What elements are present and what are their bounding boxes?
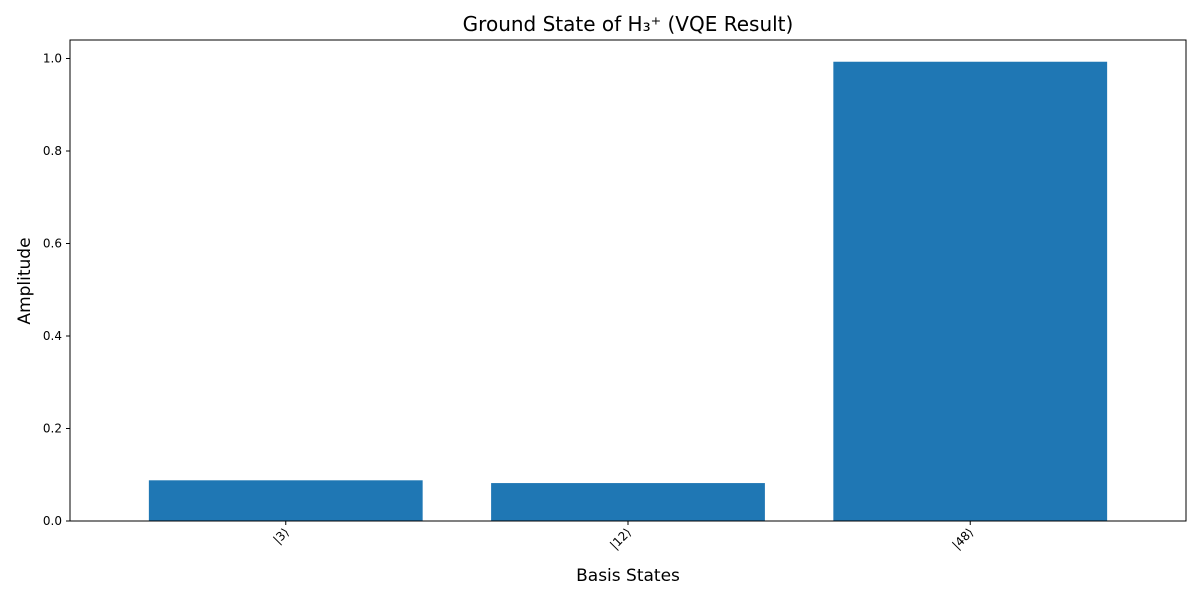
y-tick-label-3: 0.6 — [43, 237, 62, 251]
x-tick-label-0: |3⟩ — [270, 525, 291, 546]
y-tick-label-2: 0.4 — [43, 329, 62, 343]
bar-2 — [833, 61, 1108, 522]
x-axis-label: Basis States — [576, 566, 680, 586]
bar-0 — [148, 480, 423, 521]
y-tick-label-0: 0.0 — [43, 514, 62, 528]
plot-frame — [69, 39, 1187, 522]
y-tick-label-4: 0.8 — [43, 144, 62, 158]
x-tick-label-2: |48⟩ — [949, 525, 976, 552]
chart-title: Ground State of H₃⁺ (VQE Result) — [463, 12, 794, 36]
y-axis-label: Amplitude — [15, 237, 35, 324]
y-axis-ticks: 0.0 0.2 0.4 0.6 0.8 1.0 — [43, 52, 70, 528]
y-tick-label-5: 1.0 — [43, 52, 62, 66]
bars-group — [148, 61, 1108, 522]
x-tick-label-1: |12⟩ — [607, 525, 634, 552]
x-axis-ticks: |3⟩ |12⟩ |48⟩ — [270, 521, 976, 552]
bar-1 — [491, 483, 765, 521]
y-tick-label-1: 0.2 — [43, 422, 62, 436]
